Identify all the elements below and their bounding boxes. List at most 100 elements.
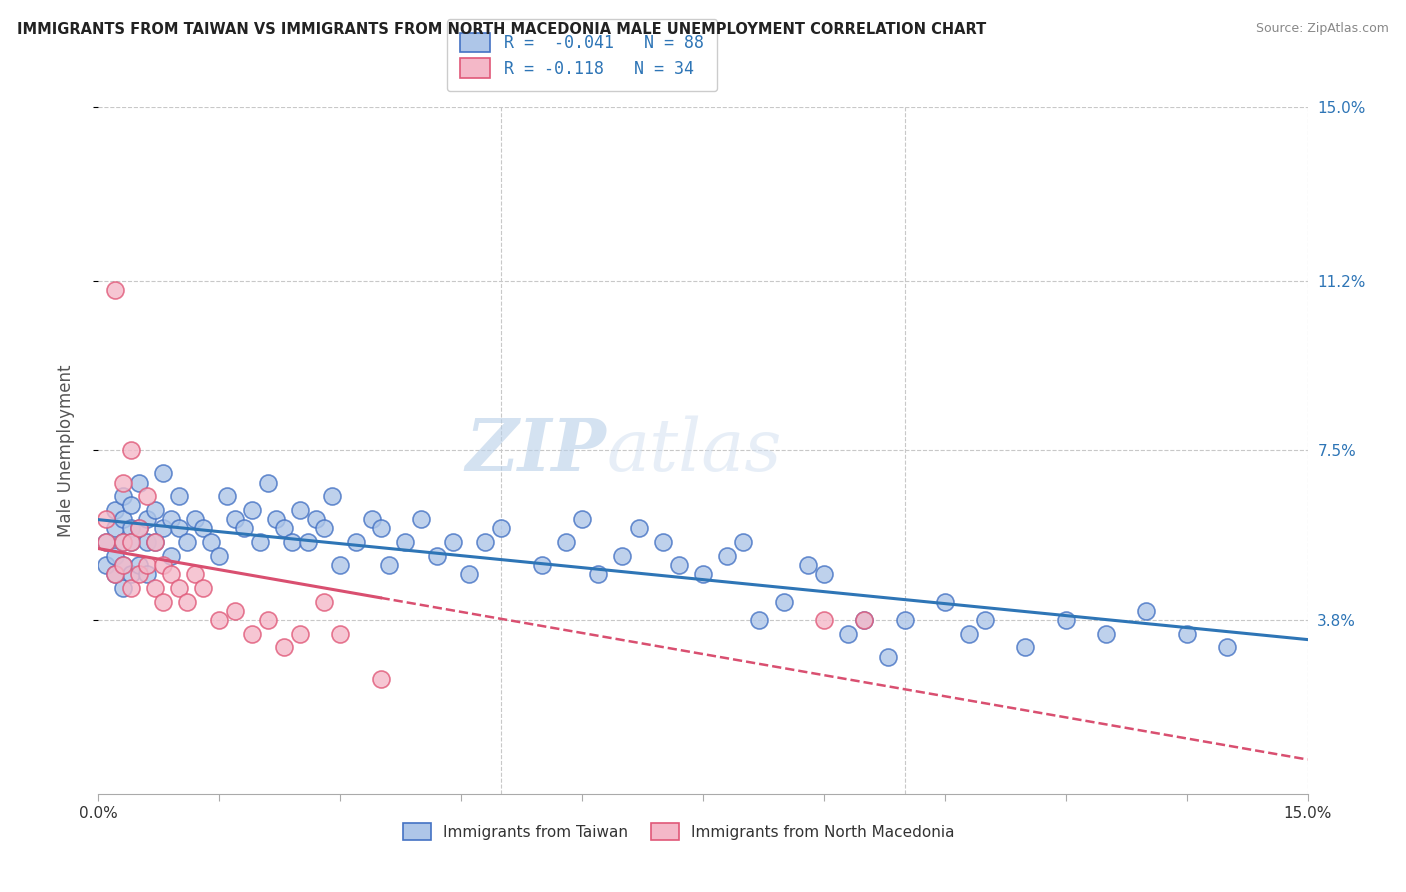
- Point: [586, 567, 609, 582]
- Point: [111, 489, 134, 503]
- Point: [96, 535, 118, 549]
- Point: [103, 503, 125, 517]
- Point: [184, 512, 207, 526]
- Point: [288, 503, 311, 517]
- Point: [111, 512, 134, 526]
- Point: [748, 613, 770, 627]
- Point: [256, 613, 278, 627]
- Point: [128, 521, 150, 535]
- Point: [530, 558, 553, 572]
- Point: [96, 558, 118, 572]
- Point: [321, 489, 343, 503]
- Point: [491, 521, 513, 535]
- Point: [111, 581, 134, 595]
- Point: [1216, 640, 1239, 655]
- Point: [152, 594, 174, 608]
- Point: [143, 581, 166, 595]
- Point: [128, 475, 150, 490]
- Point: [152, 558, 174, 572]
- Point: [111, 558, 134, 572]
- Point: [193, 581, 215, 595]
- Point: [128, 521, 150, 535]
- Point: [176, 535, 198, 549]
- Point: [120, 443, 142, 458]
- Point: [877, 649, 900, 664]
- Point: [370, 673, 392, 687]
- Point: [224, 604, 246, 618]
- Point: [128, 567, 150, 582]
- Point: [344, 535, 367, 549]
- Legend: Immigrants from Taiwan, Immigrants from North Macedonia: Immigrants from Taiwan, Immigrants from …: [395, 815, 962, 848]
- Text: atlas: atlas: [606, 415, 782, 486]
- Point: [1135, 604, 1157, 618]
- Point: [627, 521, 650, 535]
- Point: [96, 535, 118, 549]
- Point: [692, 567, 714, 582]
- Point: [361, 512, 384, 526]
- Point: [409, 512, 432, 526]
- Point: [893, 613, 915, 627]
- Point: [273, 521, 295, 535]
- Point: [217, 489, 239, 503]
- Point: [120, 521, 142, 535]
- Point: [120, 581, 142, 595]
- Y-axis label: Male Unemployment: Male Unemployment: [56, 364, 75, 537]
- Point: [103, 549, 125, 563]
- Point: [1014, 640, 1036, 655]
- Point: [314, 594, 336, 608]
- Point: [143, 503, 166, 517]
- Point: [103, 521, 125, 535]
- Point: [314, 521, 336, 535]
- Point: [120, 499, 142, 513]
- Point: [394, 535, 416, 549]
- Point: [240, 503, 263, 517]
- Point: [651, 535, 673, 549]
- Point: [716, 549, 738, 563]
- Point: [813, 567, 835, 582]
- Point: [160, 567, 183, 582]
- Point: [555, 535, 578, 549]
- Point: [305, 512, 328, 526]
- Text: Source: ZipAtlas.com: Source: ZipAtlas.com: [1256, 22, 1389, 36]
- Point: [240, 626, 263, 640]
- Point: [103, 567, 125, 582]
- Point: [135, 558, 157, 572]
- Point: [612, 549, 634, 563]
- Point: [853, 613, 876, 627]
- Point: [167, 581, 190, 595]
- Point: [152, 467, 174, 481]
- Point: [143, 535, 166, 549]
- Point: [232, 521, 254, 535]
- Point: [120, 567, 142, 582]
- Point: [193, 521, 215, 535]
- Point: [571, 512, 593, 526]
- Point: [934, 594, 956, 608]
- Point: [377, 558, 399, 572]
- Point: [837, 626, 859, 640]
- Point: [208, 549, 231, 563]
- Point: [668, 558, 690, 572]
- Point: [772, 594, 794, 608]
- Point: [474, 535, 496, 549]
- Point: [797, 558, 820, 572]
- Point: [120, 535, 142, 549]
- Point: [200, 535, 222, 549]
- Point: [458, 567, 481, 582]
- Point: [135, 567, 157, 582]
- Point: [111, 535, 134, 549]
- Point: [208, 613, 231, 627]
- Point: [1095, 626, 1118, 640]
- Text: ZIP: ZIP: [465, 415, 606, 486]
- Point: [120, 535, 142, 549]
- Point: [957, 626, 980, 640]
- Point: [1175, 626, 1198, 640]
- Point: [813, 613, 835, 627]
- Text: IMMIGRANTS FROM TAIWAN VS IMMIGRANTS FROM NORTH MACEDONIA MALE UNEMPLOYMENT CORR: IMMIGRANTS FROM TAIWAN VS IMMIGRANTS FRO…: [17, 22, 986, 37]
- Point: [329, 558, 352, 572]
- Point: [167, 521, 190, 535]
- Point: [176, 594, 198, 608]
- Point: [441, 535, 464, 549]
- Point: [184, 567, 207, 582]
- Point: [167, 489, 190, 503]
- Point: [297, 535, 319, 549]
